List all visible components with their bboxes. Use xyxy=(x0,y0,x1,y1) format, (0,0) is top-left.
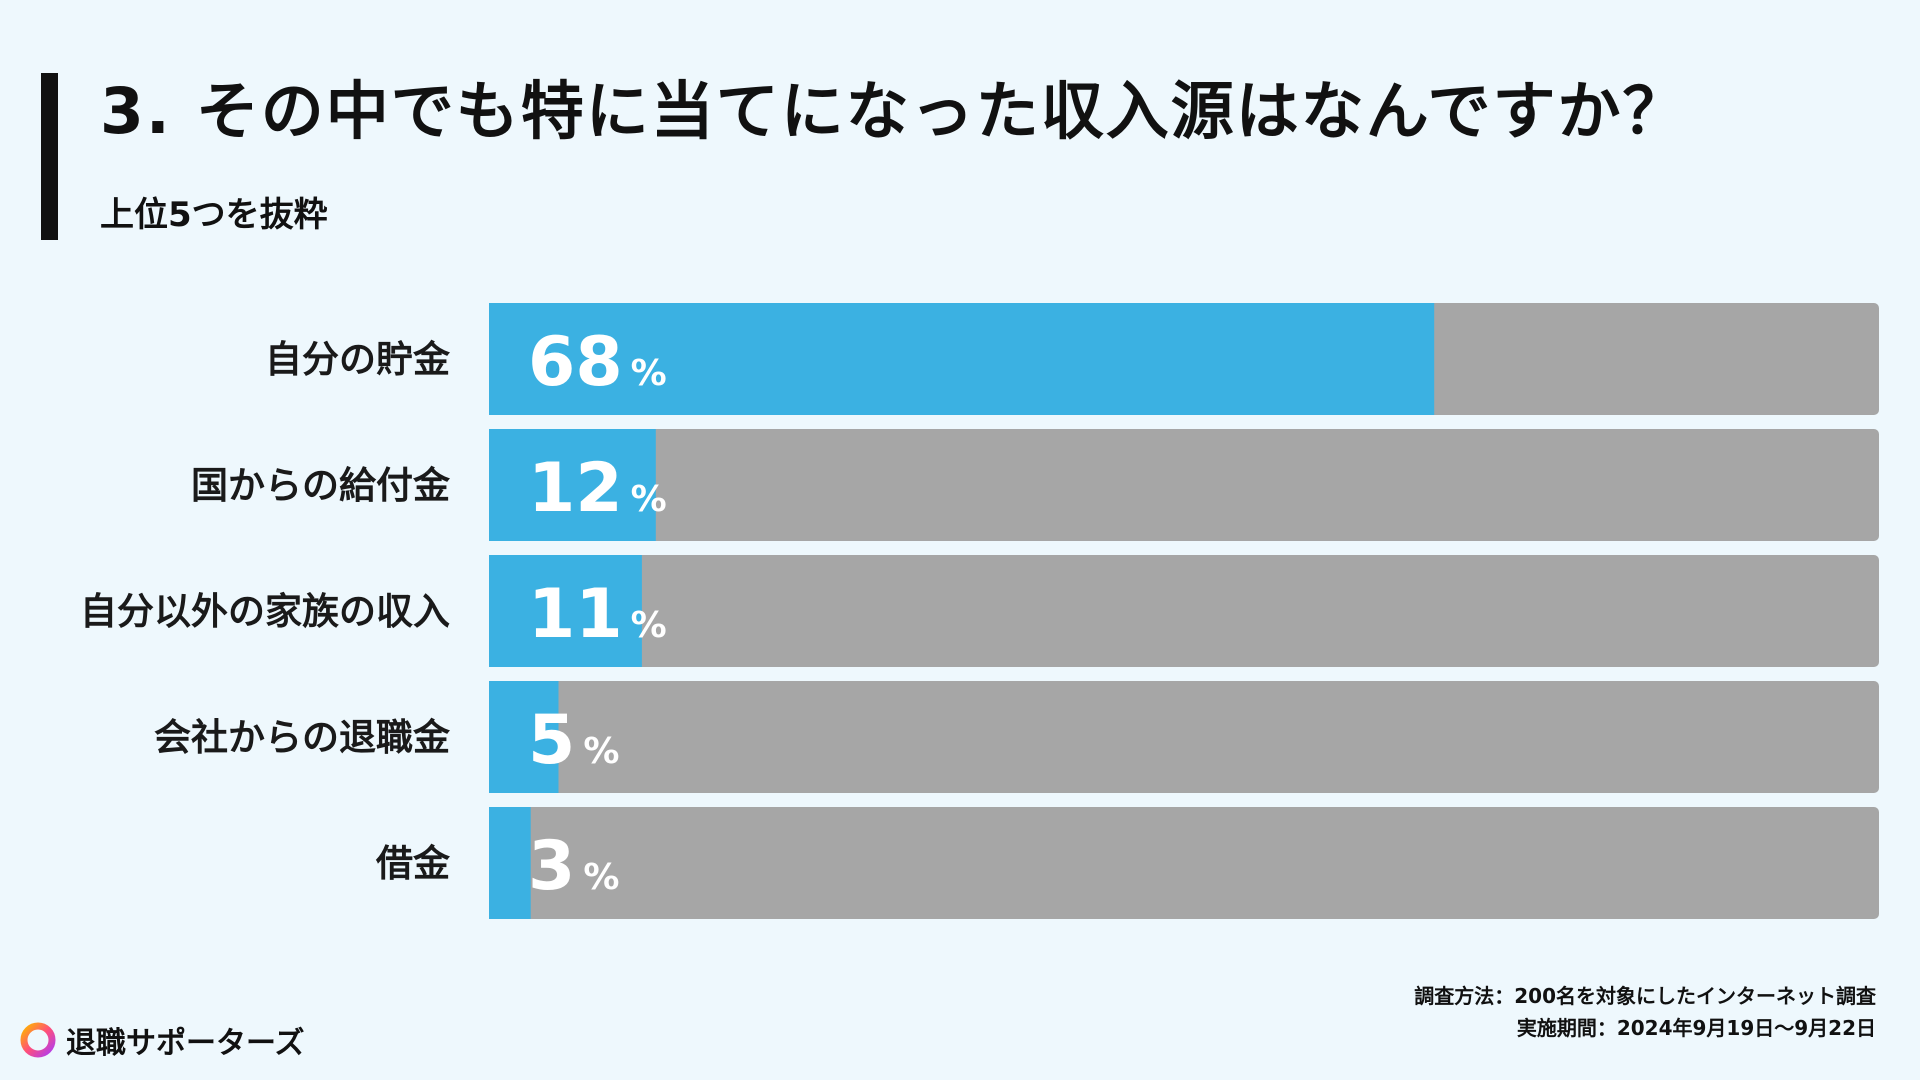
bar-fill xyxy=(489,681,559,793)
survey-info: 調査方法：200名を対象にしたインターネット調査 実施期間：2024年9月19日… xyxy=(1414,980,1876,1044)
brand: 退職サポーターズ xyxy=(18,1018,305,1062)
category-label: 自分以外の家族の収入 xyxy=(80,590,450,633)
page-title: 3. その中でも特に当てになった収入源はなんですか？ xyxy=(100,75,1688,148)
bar-chart: 自分の貯金 68 % 国からの給付金 12 % 自分以外の家族の収入 11 % 会社からの退職金 5… xyxy=(80,303,1879,919)
category-label: 国からの給付金 xyxy=(191,464,451,507)
title-accent-bar xyxy=(41,73,58,240)
category-label: 会社からの退職金 xyxy=(154,716,451,759)
bar-track xyxy=(489,429,1879,541)
page-subtitle: 上位5つを抜粋 xyxy=(100,195,328,235)
bar-fill xyxy=(489,555,642,667)
bar-row: 自分以外の家族の収入 11% xyxy=(80,555,1879,667)
survey-period: 実施期間：2024年9月19日〜9月22日 xyxy=(1516,1016,1876,1040)
bar-row: 借金 3% xyxy=(375,807,1879,919)
bar-row: 国からの給付金 12% xyxy=(191,429,1879,541)
bar-track xyxy=(489,555,1879,667)
bar-track xyxy=(489,807,1879,919)
value-label: 5% xyxy=(528,701,619,780)
category-label: 借金 xyxy=(375,842,451,885)
brand-name: 退職サポーターズ xyxy=(66,1026,305,1061)
bar-fill xyxy=(489,303,1435,415)
ring-logo-icon xyxy=(20,1022,56,1058)
bar-row: 自分の貯金 68% xyxy=(265,303,1879,415)
survey-method: 調査方法：200名を対象にしたインターネット調査 xyxy=(1414,984,1876,1008)
bar-fill xyxy=(489,429,656,541)
value-label: 68% xyxy=(528,323,667,402)
value-label: 11% xyxy=(528,575,667,654)
value-label: 3% xyxy=(528,827,619,906)
bar-track xyxy=(489,681,1879,793)
bar-fill xyxy=(489,807,531,919)
bar-row: 会社からの退職金 5% xyxy=(154,681,1879,793)
category-label: 自分の貯金 xyxy=(265,338,451,381)
value-label: 12% xyxy=(528,449,667,528)
